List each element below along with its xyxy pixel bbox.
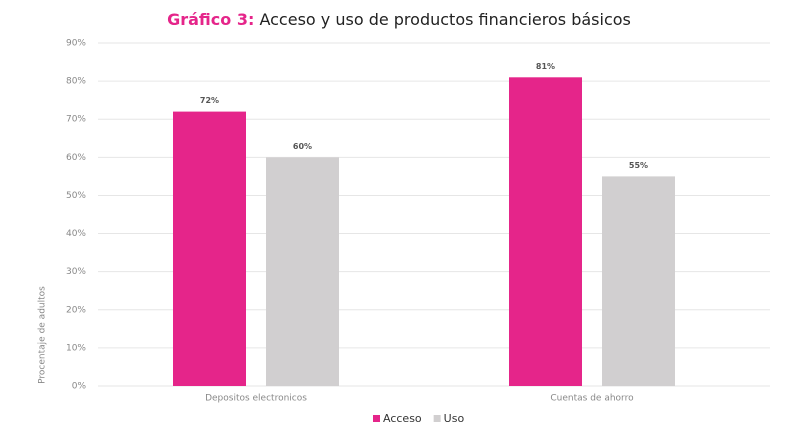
y-tick-label: 30%	[66, 267, 86, 277]
x-tick-label: Depositos electronicos	[205, 394, 307, 404]
y-axis-label: Procentaje de adultos	[38, 286, 48, 384]
title-prefix: Gráfico 3:	[167, 10, 254, 29]
value-label: 60%	[293, 142, 312, 151]
value-label: 72%	[200, 96, 219, 105]
value-label: 55%	[629, 161, 648, 170]
chart-title: Gráfico 3: Acceso y uso de productos fin…	[167, 10, 631, 29]
bar	[173, 111, 246, 386]
x-tick-label: Cuentas de ahorro	[550, 394, 634, 404]
value-label: 81%	[536, 62, 555, 71]
bar	[602, 176, 675, 386]
bar	[266, 157, 339, 386]
y-tick-label: 60%	[66, 153, 86, 163]
y-tick-label: 0%	[72, 382, 87, 392]
legend-label: Acceso	[383, 412, 422, 425]
y-tick-label: 90%	[66, 39, 86, 49]
y-tick-label: 10%	[66, 343, 86, 353]
y-tick-label: 40%	[66, 229, 86, 239]
bar	[509, 77, 582, 387]
y-tick-label: 80%	[66, 77, 86, 87]
legend-swatch	[373, 415, 380, 422]
legend-label: Uso	[444, 412, 465, 425]
title-text: Acceso y uso de productos financieros bá…	[259, 10, 630, 29]
legend-swatch	[433, 415, 441, 422]
y-tick-label: 20%	[66, 305, 86, 315]
y-tick-label: 70%	[66, 115, 86, 125]
y-tick-label: 50%	[66, 191, 86, 201]
